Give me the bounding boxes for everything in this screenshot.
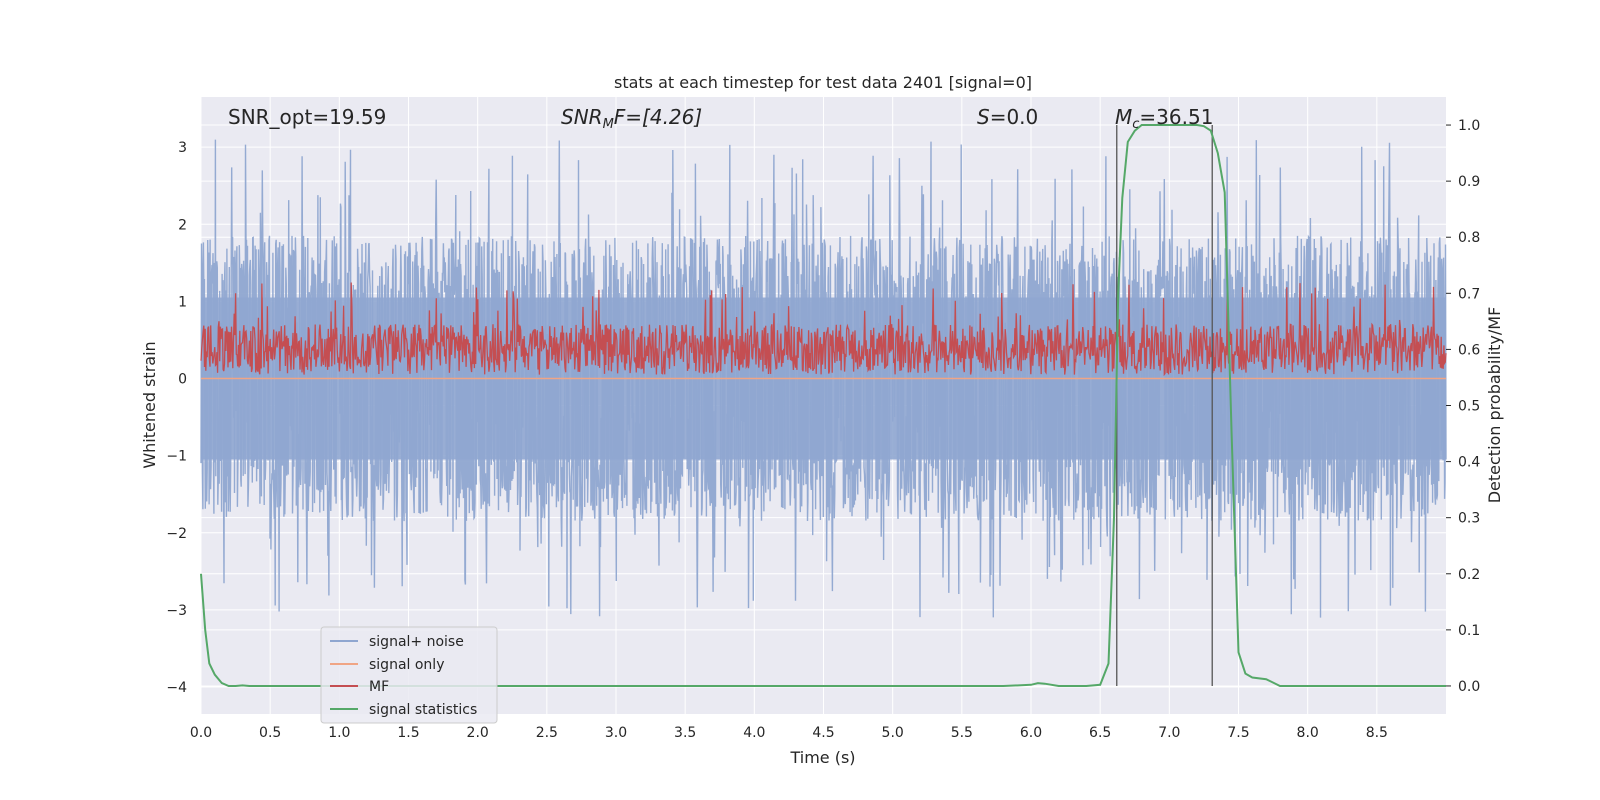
- y-tick-label: −4: [166, 680, 187, 696]
- x-tick-labels: 0.0 0.5 1.0 1.5 2.0 2.5 3.0 3.5 4.0 4.5 5.0 5.5 6.0 6…: [190, 725, 1388, 741]
- y2-tick-label: 0.2: [1458, 567, 1480, 583]
- y2-tick-label: 0.4: [1458, 455, 1480, 471]
- x-tick-label: 0.5: [259, 725, 281, 741]
- series-signal-statistics: [200, 124, 1446, 687]
- s-rest: =0.0: [990, 105, 1039, 129]
- y-tick-label: −3: [166, 603, 187, 619]
- legend-label-mf: MF: [369, 679, 389, 695]
- x-tick-label: 7.0: [1158, 725, 1180, 741]
- s-main: S: [977, 105, 990, 129]
- y2-tick-label: 0.1: [1458, 623, 1480, 639]
- y2-tick-label: 0.8: [1458, 230, 1480, 246]
- x-axis-label: Time (s): [789, 748, 855, 767]
- y-tick-label: 3: [178, 140, 187, 156]
- x-tick-label: 0.0: [190, 725, 212, 741]
- y2-tick-label: 0.3: [1458, 511, 1480, 527]
- mc-subscript: c: [1132, 117, 1139, 132]
- mf-line: [200, 282, 1447, 377]
- x-tick-label: 6.5: [1089, 725, 1111, 741]
- x-tick-label: 5.0: [882, 725, 904, 741]
- y2-tick-label: 0.6: [1458, 342, 1480, 358]
- y-axis-label: Whitened strain: [140, 341, 159, 468]
- x-tick-label: 3.0: [605, 725, 627, 741]
- y-tick-label: 1: [178, 294, 187, 310]
- y2-tick-label: 1.0: [1458, 118, 1480, 134]
- x-tick-label: 1.0: [328, 725, 350, 741]
- x-tick-label: 3.5: [674, 725, 696, 741]
- legend-label-signal-only: signal only: [369, 657, 444, 673]
- legend-box: [320, 626, 498, 724]
- x-tick-label: 8.0: [1297, 725, 1319, 741]
- mc-main: M: [1115, 105, 1132, 129]
- x-tick-label: 7.5: [1227, 725, 1249, 741]
- y-tick-label: −2: [166, 526, 187, 542]
- annotation-s: S=0.0: [977, 105, 1038, 129]
- y-tick-label: 2: [178, 217, 187, 233]
- series-mf: [200, 282, 1447, 377]
- snr-mf-subscript: M: [603, 117, 614, 132]
- y2-tick-label: 0.9: [1458, 174, 1480, 190]
- mc-rest: =36.51: [1139, 105, 1213, 129]
- chart-title: stats at each timestep for test data 240…: [614, 73, 1032, 92]
- snr-mf-main: SNR: [561, 105, 603, 129]
- snr-mf-rest: F=[4.26]: [614, 105, 702, 129]
- y2-tick-label: 0.7: [1458, 286, 1480, 302]
- x-tick-label: 2.5: [536, 725, 558, 741]
- x-tick-label: 8.5: [1366, 725, 1388, 741]
- y-tick-label: 0: [178, 372, 187, 388]
- x-tick-label: 4.5: [812, 725, 834, 741]
- legend-label-signal-statistics: signal statistics: [369, 702, 477, 718]
- y-tick-labels: 3 2 1 0 −1 −2 −3 −4: [166, 140, 187, 696]
- x-tick-label: 2.0: [467, 725, 489, 741]
- y2-tick-label: 0.5: [1458, 399, 1480, 415]
- x-tick-label: 5.5: [951, 725, 973, 741]
- x-tick-label: 4.0: [743, 725, 765, 741]
- signal-statistics-line: [200, 124, 1446, 687]
- annotation-mc: Mc=36.51: [1115, 105, 1213, 132]
- y-tick-label: −1: [166, 449, 187, 465]
- x-tick-label: 1.5: [397, 725, 419, 741]
- legend-label-signal-noise: signal+ noise: [369, 634, 464, 650]
- y2-axis-label: Detection probability/MF: [1485, 307, 1504, 504]
- annotation-snr-mf: SNRMF=[4.26]: [561, 105, 702, 132]
- annotation-snr-opt: SNR_opt=19.59: [228, 105, 386, 129]
- legend: signal+ noise signal only MF signal stat…: [320, 626, 498, 724]
- x-tick-label: 6.0: [1020, 725, 1042, 741]
- y2-tick-labels: 1.0 0.9 0.8 0.7 0.6 0.5 0.4 0.3 0.2 0.1 0.0: [1446, 118, 1480, 695]
- y2-tick-label: 0.0: [1458, 679, 1480, 695]
